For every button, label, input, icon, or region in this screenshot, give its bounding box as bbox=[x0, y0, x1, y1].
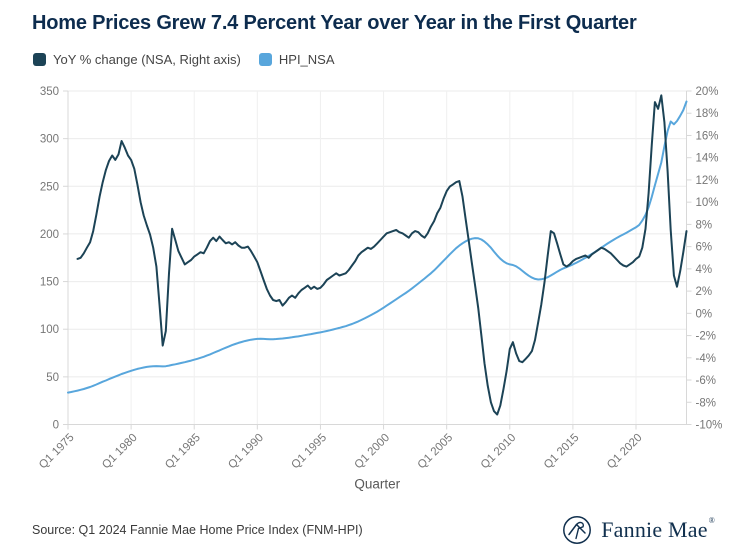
x-axis: Q1 1975 Q1 1980 Q1 1985 Q1 1990 Q1 1995 Q1 20… bbox=[37, 424, 645, 492]
source-text: Source: Q1 2024 Fannie Mae Home Price In… bbox=[32, 523, 363, 537]
right-axis-tick-label: 20% bbox=[696, 86, 719, 98]
fannie-mae-wordmark: Fannie Mae® bbox=[601, 516, 715, 542]
legend-swatch-icon bbox=[33, 53, 46, 66]
x-axis-tick-label: Q1 2020 bbox=[605, 432, 645, 472]
right-axis-tick-label: 2% bbox=[696, 286, 713, 298]
legend-label: HPI_NSA bbox=[278, 52, 335, 67]
left-axis-tick-label: 350 bbox=[40, 86, 59, 98]
right-axis-tick-label: 8% bbox=[696, 219, 713, 231]
chart-legend: YoY % change (NSA, Right axis) HPI_NSA bbox=[33, 52, 335, 67]
y-axis-right: 20% 18% 16% 14% 12% 10% 8% 6% 4% 2% 0% -2% -4% -6% -8%… bbox=[686, 86, 723, 432]
right-axis-tick-label: 18% bbox=[696, 108, 719, 120]
left-axis-tick-label: 200 bbox=[40, 229, 59, 241]
x-axis-title: Quarter bbox=[354, 477, 400, 492]
series-line-hpi-nsa bbox=[67, 100, 688, 394]
left-axis-tick-label: 300 bbox=[40, 134, 59, 146]
x-axis-tick-label: Q1 1995 bbox=[289, 432, 329, 472]
legend-swatch-icon bbox=[258, 53, 272, 66]
x-axis-tick-label: Q1 2015 bbox=[542, 432, 582, 472]
right-axis-tick-label: -4% bbox=[696, 353, 716, 365]
right-axis-tick-label: 4% bbox=[696, 264, 713, 276]
right-axis-tick-label: -8% bbox=[696, 397, 716, 409]
x-axis-tick-label: Q1 1985 bbox=[163, 432, 203, 472]
fannie-mae-house-icon bbox=[563, 516, 592, 544]
legend-label: YoY % change (NSA, Right axis) bbox=[53, 52, 241, 67]
price-index-chart: 0 50 100 150 200 250 300 350 20% 18% 16% 14% 12% 10% 8… bbox=[37, 86, 723, 492]
x-axis-tick-label: Q1 1990 bbox=[226, 432, 266, 472]
right-axis-tick-label: -6% bbox=[696, 375, 716, 387]
right-axis-tick-label: 14% bbox=[696, 153, 719, 165]
x-axis-tick-label: Q1 1975 bbox=[37, 432, 77, 472]
x-axis-tick-label: Q1 2010 bbox=[479, 432, 519, 472]
x-axis-tick-label: Q1 2005 bbox=[416, 432, 456, 472]
left-axis-tick-label: 150 bbox=[40, 277, 59, 289]
right-axis-tick-label: 16% bbox=[696, 130, 719, 142]
right-axis-tick-label: 12% bbox=[696, 175, 719, 187]
page-title: Home Prices Grew 7.4 Percent Year over Y… bbox=[32, 12, 637, 34]
fannie-mae-logo: Fannie Mae® bbox=[561, 514, 715, 546]
left-axis-tick-label: 100 bbox=[40, 324, 59, 336]
right-axis-tick-label: -10% bbox=[696, 420, 723, 432]
x-axis-tick-label: Q1 2000 bbox=[353, 432, 393, 472]
legend-item-hpi: HPI_NSA bbox=[258, 52, 335, 67]
gridlines bbox=[67, 90, 687, 425]
legend-item-yoy: YoY % change (NSA, Right axis) bbox=[33, 52, 241, 67]
left-axis-tick-label: 50 bbox=[46, 372, 59, 384]
left-axis-tick-label: 250 bbox=[40, 181, 59, 193]
y-axis-left: 0 50 100 150 200 250 300 350 bbox=[40, 86, 68, 432]
right-axis-tick-label: -2% bbox=[696, 331, 716, 343]
left-axis-tick-label: 0 bbox=[53, 420, 59, 432]
x-axis-tick-label: Q1 1980 bbox=[100, 432, 140, 472]
right-axis-tick-label: 10% bbox=[696, 197, 719, 209]
axis-frame bbox=[67, 91, 687, 425]
right-axis-tick-label: 6% bbox=[696, 242, 713, 254]
series-line-yoy-change bbox=[76, 94, 688, 416]
right-axis-tick-label: 0% bbox=[696, 308, 713, 320]
registered-mark: ® bbox=[708, 516, 715, 525]
